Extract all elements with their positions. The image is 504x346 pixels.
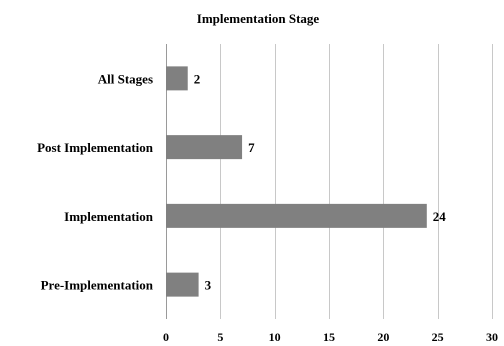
bar (166, 135, 243, 160)
bar (166, 203, 427, 228)
data-label: 24 (433, 209, 447, 224)
category-label: All Stages (98, 71, 153, 86)
category-label: Post Implementation (37, 140, 154, 155)
x-tick-label: 0 (163, 330, 169, 344)
category-label: Pre-Implementation (41, 278, 154, 293)
data-label: 7 (248, 140, 255, 155)
bar (166, 66, 188, 91)
x-tick-label: 10 (269, 330, 281, 344)
label-layer: 0 5 10 15 20 25 30 All Stages 2 Post Implementati… (37, 71, 498, 344)
bar (166, 272, 199, 297)
grid-layer (166, 44, 493, 319)
x-tick-label: 25 (432, 330, 444, 344)
chart-title: Implementation Stage (197, 11, 320, 26)
bar-layer (166, 66, 427, 297)
category-label: Implementation (64, 209, 154, 224)
data-label: 3 (205, 278, 212, 293)
x-tick-label: 15 (323, 330, 335, 344)
x-tick-label: 20 (377, 330, 389, 344)
x-tick-label: 30 (486, 330, 498, 344)
x-tick-label: 5 (217, 330, 223, 344)
data-label: 2 (194, 71, 201, 86)
